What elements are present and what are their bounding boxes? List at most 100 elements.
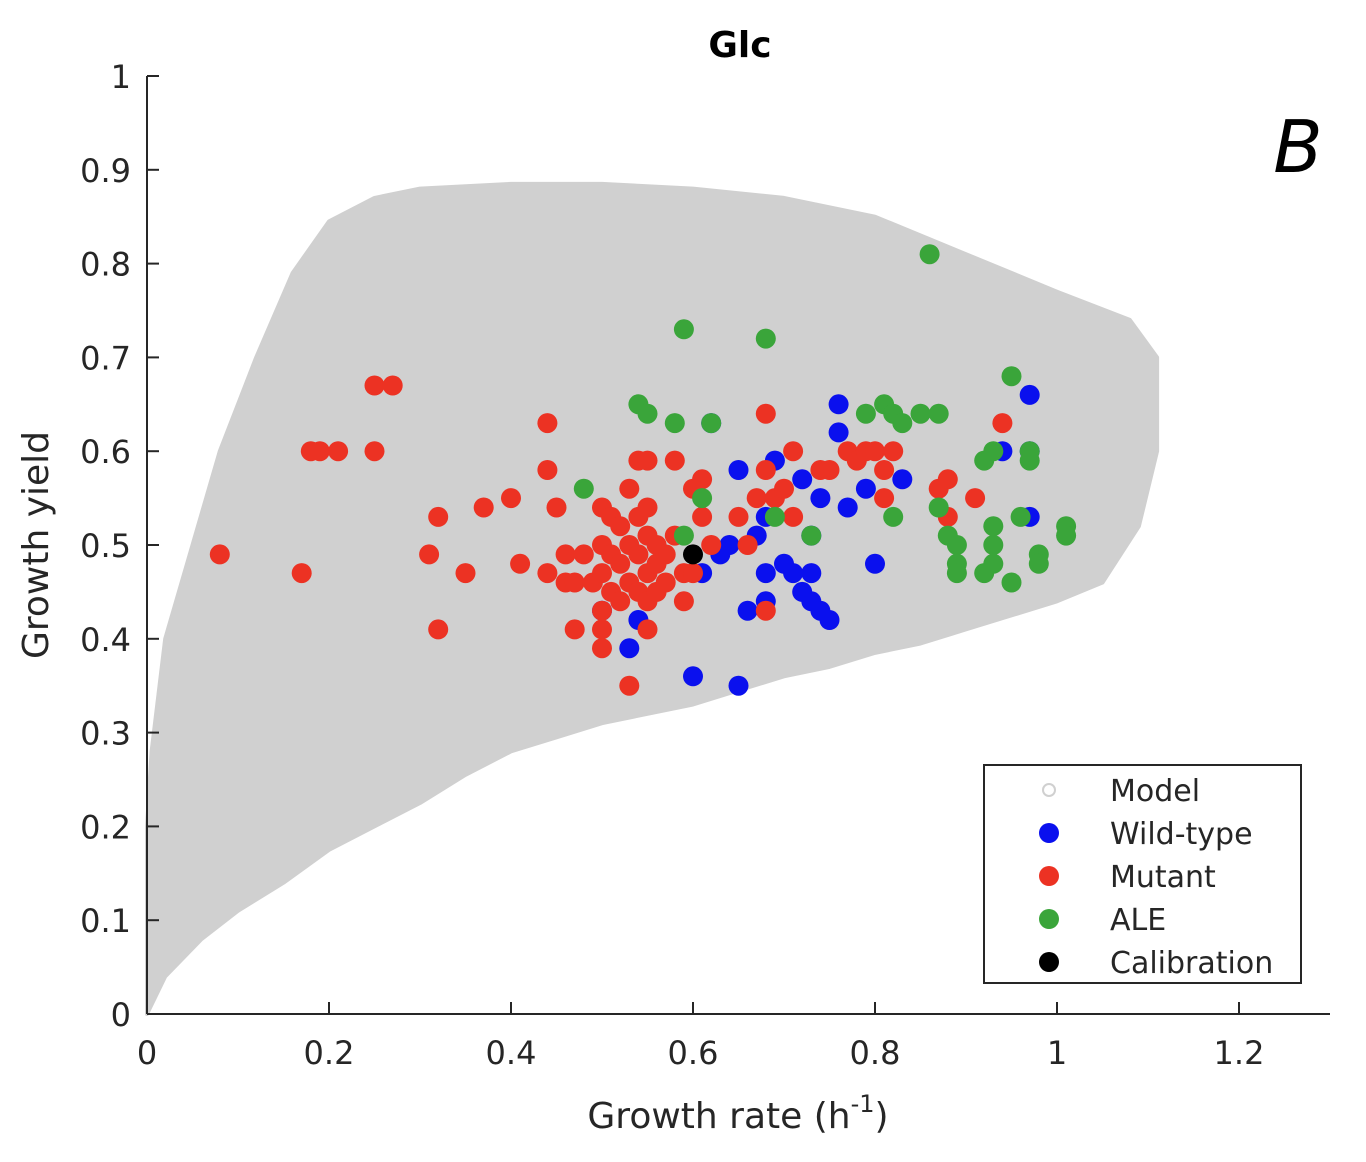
- mutant-point: [309, 441, 330, 462]
- x-tick-label: 0: [137, 1034, 157, 1072]
- x-tick-label: 0.2: [304, 1034, 355, 1072]
- mutant-point: [473, 497, 494, 518]
- ale-point: [801, 525, 822, 546]
- y-tick-label: 0.9: [80, 152, 131, 190]
- mutant-point: [619, 675, 640, 696]
- ale-point: [701, 413, 722, 434]
- x-axis-label-end: ): [875, 1096, 889, 1137]
- mutant-point: [537, 460, 558, 480]
- mutant-point: [510, 553, 531, 574]
- mutant-point: [965, 488, 986, 509]
- mutant-point: [883, 441, 904, 462]
- ale-point: [673, 525, 694, 546]
- mutant-point: [428, 619, 449, 640]
- mutant-point: [628, 544, 649, 565]
- legend-marker-model: [1042, 783, 1056, 797]
- mutant-point: [673, 591, 694, 612]
- ale-point: [1001, 572, 1022, 593]
- mutant-point: [774, 478, 794, 499]
- legend-label-ale: ALE: [1110, 903, 1166, 938]
- mutant-point: [610, 553, 631, 574]
- mutant-point: [664, 450, 685, 471]
- chart-title: Glc: [708, 25, 771, 66]
- mutant-point: [655, 572, 676, 593]
- ale-point: [573, 478, 594, 499]
- ale-point: [1056, 525, 1077, 546]
- wild-type-point: [810, 488, 831, 509]
- ale-point: [946, 535, 967, 555]
- ale-point: [983, 516, 1004, 537]
- mutant-point: [746, 488, 767, 509]
- mutant-point: [364, 441, 385, 462]
- x-tick-label: 1: [1047, 1034, 1067, 1072]
- mutant-point: [537, 563, 558, 584]
- x-axis-ticks: 0 0.2 0.4 0.6 0.8 1 1.2: [137, 1002, 1265, 1072]
- ale-point: [883, 506, 904, 527]
- mutant-point: [364, 375, 385, 396]
- x-tick-label: 0.8: [850, 1034, 901, 1072]
- mutant-point: [637, 497, 658, 518]
- y-axis-label: Growth yield: [16, 431, 57, 659]
- mutant-point: [692, 506, 713, 527]
- mutant-point: [592, 638, 612, 659]
- panel-label: B: [1273, 105, 1322, 189]
- y-tick-label: 0.7: [80, 339, 131, 377]
- ale-point: [928, 497, 949, 518]
- mutant-point: [592, 600, 612, 621]
- wild-type-point: [783, 563, 804, 584]
- mutant-point: [546, 497, 567, 518]
- ale-point: [946, 563, 967, 584]
- mutant-point: [655, 544, 676, 565]
- mutant-point: [683, 563, 703, 584]
- ale-point: [892, 413, 913, 434]
- legend-label-wild-type: Wild-type: [1110, 817, 1253, 852]
- ale-point: [1001, 366, 1022, 387]
- y-tick-label: 0.3: [80, 715, 131, 753]
- wild-type-point: [819, 610, 840, 630]
- ale-point: [637, 403, 658, 424]
- mutant-point: [755, 460, 776, 480]
- ale-point: [755, 328, 776, 349]
- mutant-point: [610, 591, 631, 612]
- legend-label-mutant: Mutant: [1110, 860, 1216, 895]
- ale-point: [983, 535, 1004, 555]
- ale-point: [1028, 553, 1049, 574]
- legend-box: [983, 764, 1302, 984]
- wild-type-point: [865, 553, 885, 574]
- ale-point: [928, 403, 949, 424]
- ale-point: [919, 244, 940, 265]
- calibration-point: [683, 544, 703, 565]
- wild-type-point: [855, 478, 876, 499]
- ale-point: [910, 403, 931, 424]
- mutant-point: [637, 450, 658, 471]
- y-tick-label: 0.2: [80, 808, 131, 846]
- y-tick-label: 0.4: [80, 621, 131, 659]
- mutant-point: [537, 413, 558, 434]
- wild-type-point: [728, 460, 749, 480]
- legend-items: Model Wild-type Mutant ALE Calibration: [1039, 774, 1273, 981]
- ale-point: [1019, 441, 1040, 462]
- x-tick-label: 1.2: [1214, 1034, 1265, 1072]
- legend-label-model: Model: [1110, 774, 1200, 809]
- ale-point: [983, 441, 1004, 462]
- x-tick-label: 0.6: [668, 1034, 719, 1072]
- y-tick-label: 0.8: [80, 246, 131, 284]
- mutant-point: [819, 460, 840, 480]
- mutant-point: [501, 488, 521, 509]
- legend-label-calibration: Calibration: [1110, 946, 1273, 981]
- mutant-point: [564, 572, 585, 593]
- wild-type-point: [619, 638, 640, 659]
- wild-type-point: [837, 497, 858, 518]
- x-axis-label-main: Growth rate (h: [587, 1096, 850, 1137]
- ale-point: [1010, 506, 1031, 527]
- mutant-point: [455, 563, 476, 584]
- x-tick-label: 0.4: [486, 1034, 537, 1072]
- y-tick-label: 0.1: [80, 902, 131, 940]
- wild-type-point: [737, 600, 758, 621]
- mutant-point: [728, 506, 749, 527]
- legend: Model Wild-type Mutant ALE Calibration: [983, 764, 1302, 984]
- mutant-point: [328, 441, 349, 462]
- ale-point: [692, 488, 713, 509]
- legend-marker-mutant: [1039, 866, 1059, 886]
